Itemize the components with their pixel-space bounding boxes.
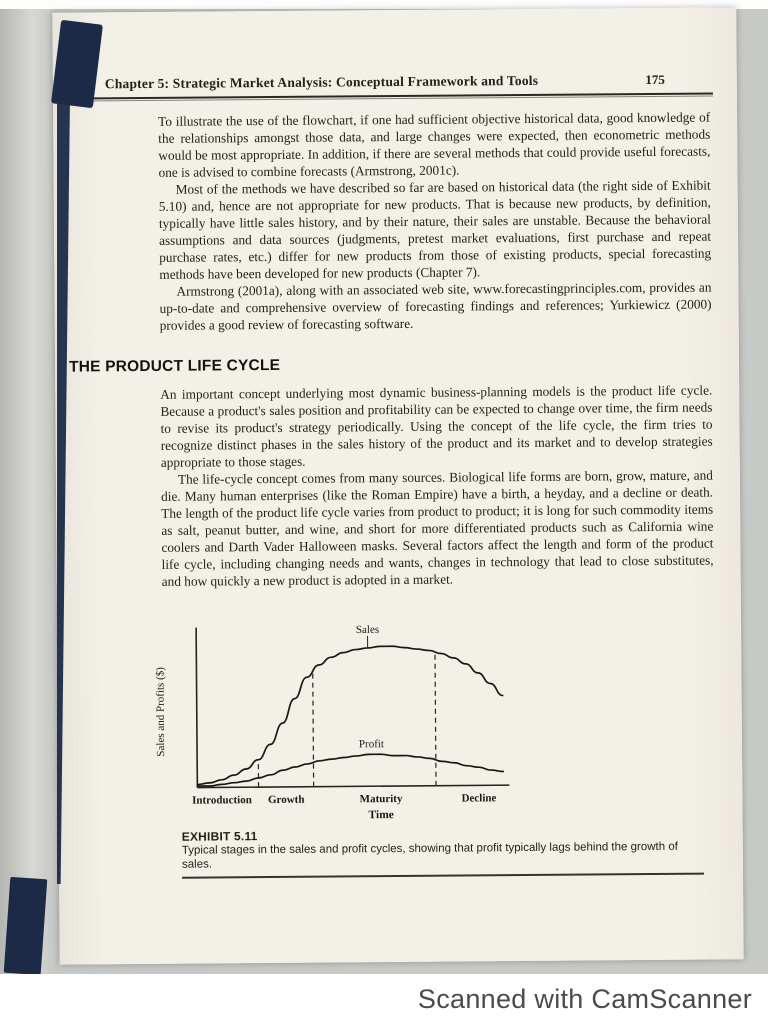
svg-text:Time: Time [368,809,393,821]
svg-text:Sales and Profits ($): Sales and Profits ($) [154,667,167,757]
book-spine-bottom-shadow [3,876,48,976]
svg-text:Sales: Sales [356,624,379,636]
page-content: Chapter 5: Strategic Market Analysis: Co… [52,7,743,879]
svg-text:Profit: Profit [359,738,384,750]
svg-text:Growth: Growth [268,794,305,806]
paragraph: An important concept underlying most dyn… [160,382,713,470]
svg-text:Decline: Decline [462,792,497,804]
camscanner-watermark-bar: Scanned with CamScanner [0,974,768,1024]
svg-text:Maturity: Maturity [360,793,403,805]
intro-text-block: To illustrate the use of the flowchart, … [158,109,712,334]
paragraph: The life-cycle concept comes from many s… [161,467,714,589]
product-life-cycle-chart: Sales Profit Introduction Growth Maturity Dec… [154,624,510,821]
section-text-block: An important concept underlying most dyn… [160,382,714,590]
exhibit-caption: Typical stages in the sales and profit c… [181,840,678,871]
section-heading: THE PRODUCT LIFE CYCLE [68,356,281,376]
camscanner-watermark-text: Scanned with CamScanner [417,983,752,1014]
exhibit-caption-block: EXHIBIT 5.11 Typical stages in the sales… [181,825,705,879]
product-life-cycle-figure: Sales Profit Introduction Growth Maturity Dec… [150,607,530,828]
page-curl-shadow [0,9,58,975]
paragraph: To illustrate the use of the flowchart, … [158,109,711,180]
svg-text:Introduction: Introduction [192,794,252,806]
chapter-title: Chapter 5: Strategic Market Analysis: Co… [104,72,539,92]
page-number: 175 [645,71,665,88]
book-page: Chapter 5: Strategic Market Analysis: Co… [52,7,744,965]
paragraph: Armstrong (2001a), along with an associa… [159,279,712,333]
scan-top-strip [0,0,768,9]
paragraph: Most of the methods we have described so… [158,177,712,282]
running-header: Chapter 5: Strategic Market Analysis: Co… [67,72,713,93]
